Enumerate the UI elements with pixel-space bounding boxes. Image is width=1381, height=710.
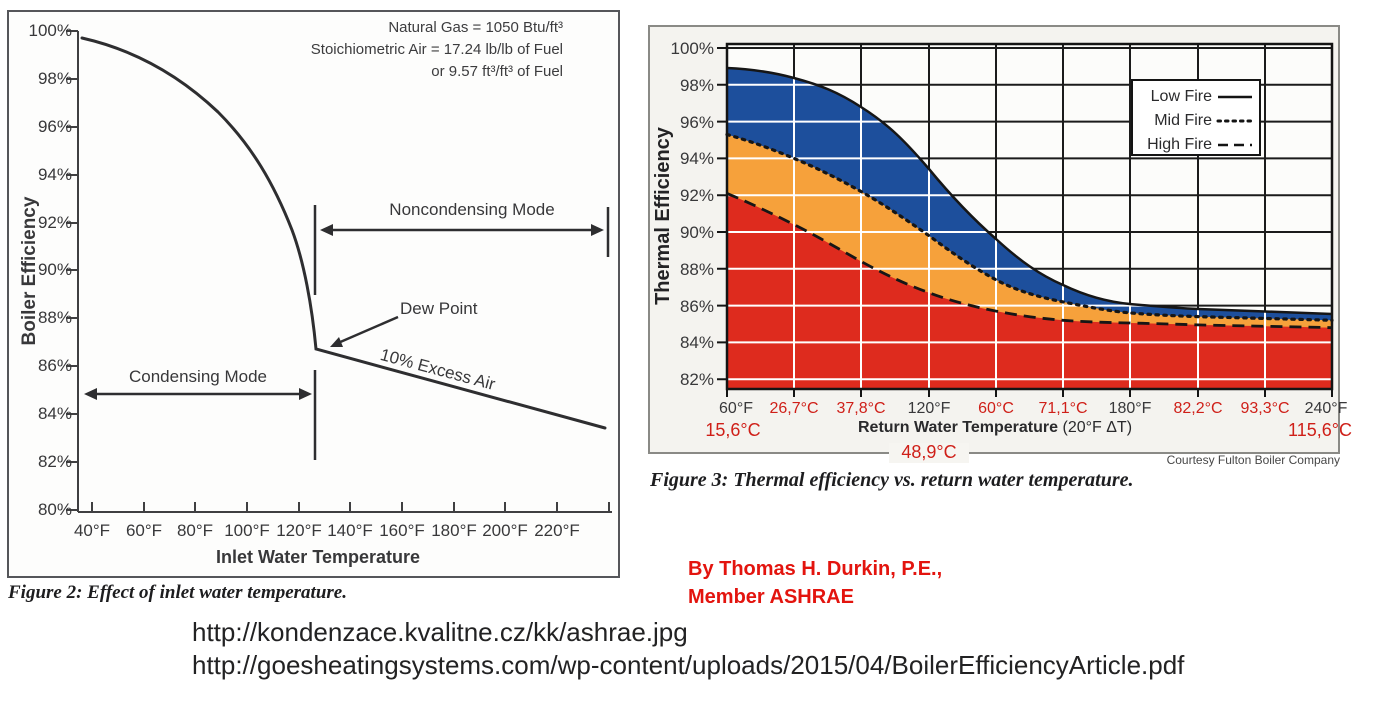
fig2-y-tick-label: 80% bbox=[37, 500, 72, 519]
fig3-x-axis-title-main: Return Water Temperature bbox=[857, 419, 1059, 436]
fig2-y-tick-label: 100% bbox=[28, 21, 72, 40]
fig2-y-tick-label: 96% bbox=[37, 117, 72, 136]
fig3-x-tick-label-celsius: 37,8°C bbox=[836, 400, 886, 417]
fig3-celsius-mid-label: 48,9°C bbox=[889, 442, 969, 463]
fig2-fuel-note-line2: Stoichiometric Air = 17.24 lb/lb of Fuel bbox=[310, 41, 563, 58]
source-link-ashrae-jpg[interactable]: http://kondenzace.kvalitne.cz/kk/ashrae.… bbox=[192, 617, 688, 647]
fig2-x-tick-label: 140°F bbox=[327, 521, 373, 540]
fig2-y-tick-label: 90% bbox=[37, 260, 72, 279]
legend-item-high-fire: High Fire bbox=[1147, 136, 1212, 153]
fig2-y-axis-title: Boiler Efficiency bbox=[19, 196, 40, 346]
figure2-panel bbox=[7, 10, 620, 578]
fig2-x-tick-label: 220°F bbox=[534, 521, 580, 540]
fig3-y-axis-title: Thermal Efficiency bbox=[652, 127, 674, 305]
figure2-caption: Figure 2: Effect of inlet water temperat… bbox=[8, 582, 347, 603]
fig3-y-tick-label: 82% bbox=[679, 370, 714, 389]
fig3-x-tick-label: 240°F bbox=[1304, 400, 1348, 417]
source-link-boiler-efficiency-pdf[interactable]: http://goesheatingsystems.com/wp-content… bbox=[192, 650, 1185, 680]
byline-membership: Member ASHRAE bbox=[688, 586, 854, 608]
fig2-y-tick-label: 98% bbox=[37, 69, 72, 88]
fig3-celsius-min-label: 15,6°C bbox=[705, 420, 761, 440]
byline-author: By Thomas H. Durkin, P.E., bbox=[688, 558, 943, 580]
fig2-x-tick-label: 200°F bbox=[482, 521, 528, 540]
fig2-y-tick-label: 88% bbox=[37, 308, 72, 327]
fig3-y-tick-label: 98% bbox=[679, 76, 714, 95]
condensing-mode-label: Condensing Mode bbox=[129, 367, 267, 386]
fig2-x-tick-label: 160°F bbox=[379, 521, 425, 540]
fig2-y-tick-label: 94% bbox=[37, 165, 72, 184]
fig2-x-tick-label: 180°F bbox=[431, 521, 477, 540]
fig3-x-tick-label-celsius: 60°C bbox=[978, 400, 1014, 417]
legend-item-mid-fire: Mid Fire bbox=[1154, 112, 1212, 129]
fig2-y-tick-label: 84% bbox=[37, 404, 72, 423]
fig3-x-tick-label: 60°F bbox=[719, 400, 753, 417]
fig2-y-tick-label: 86% bbox=[37, 356, 72, 375]
fig3-x-tick-label-celsius: 26,7°C bbox=[769, 400, 819, 417]
legend-item-low-fire: Low Fire bbox=[1150, 88, 1212, 105]
fig3-x-tick-label-celsius: 71,1°C bbox=[1038, 400, 1088, 417]
fig3-x-tick-label: 120°F bbox=[907, 400, 951, 417]
fig2-fuel-note-line3: or 9.57 ft³/ft³ of Fuel bbox=[431, 63, 563, 80]
figure3-panel bbox=[648, 25, 1340, 454]
fig2-y-tick-label: 92% bbox=[37, 213, 72, 232]
fig3-y-tick-label: 92% bbox=[679, 186, 714, 205]
fig3-y-tick-label: 88% bbox=[679, 260, 714, 279]
fig2-x-tick-label: 120°F bbox=[276, 521, 322, 540]
fig3-x-tick-label-celsius: 82,2°C bbox=[1173, 400, 1223, 417]
fig3-y-tick-label: 94% bbox=[679, 149, 714, 168]
dew-point-label: Dew Point bbox=[400, 299, 478, 318]
fig2-fuel-note-line1: Natural Gas = 1050 Btu/ft³ bbox=[388, 19, 563, 36]
fig3-y-tick-label: 90% bbox=[679, 223, 714, 242]
fig2-x-tick-label: 80°F bbox=[176, 521, 214, 540]
fig3-x-tick-label-celsius: 93,3°C bbox=[1240, 400, 1290, 417]
fig3-x-tick-label: 180°F bbox=[1108, 400, 1152, 417]
fig2-x-tick-label: 40°F bbox=[73, 521, 111, 540]
fig2-y-tick-label: 82% bbox=[37, 452, 72, 471]
figure3-caption: Figure 3: Thermal efficiency vs. return … bbox=[650, 469, 1134, 491]
fig2-x-tick-label: 60°F bbox=[125, 521, 163, 540]
fig3-y-tick-label: 86% bbox=[679, 297, 714, 316]
fig3-x-axis-title-note: (20°F ΔT) bbox=[1062, 419, 1133, 436]
fig2-x-tick-label: 100°F bbox=[224, 521, 270, 540]
fig3-y-tick-label: 96% bbox=[679, 113, 714, 132]
fig2-x-axis-title: Inlet Water Temperature bbox=[215, 547, 421, 567]
fig3-courtesy-credit: Courtesy Fulton Boiler Company bbox=[1166, 453, 1340, 467]
noncondensing-mode-label: Noncondensing Mode bbox=[389, 200, 555, 219]
fig3-celsius-max-label: 115,6°C bbox=[1288, 420, 1352, 440]
fig3-y-tick-label: 100% bbox=[670, 39, 714, 58]
fig3-x-axis-title: Return Water Temperature (20°F ΔT) bbox=[795, 419, 1195, 437]
fig3-y-tick-label: 84% bbox=[679, 333, 714, 352]
